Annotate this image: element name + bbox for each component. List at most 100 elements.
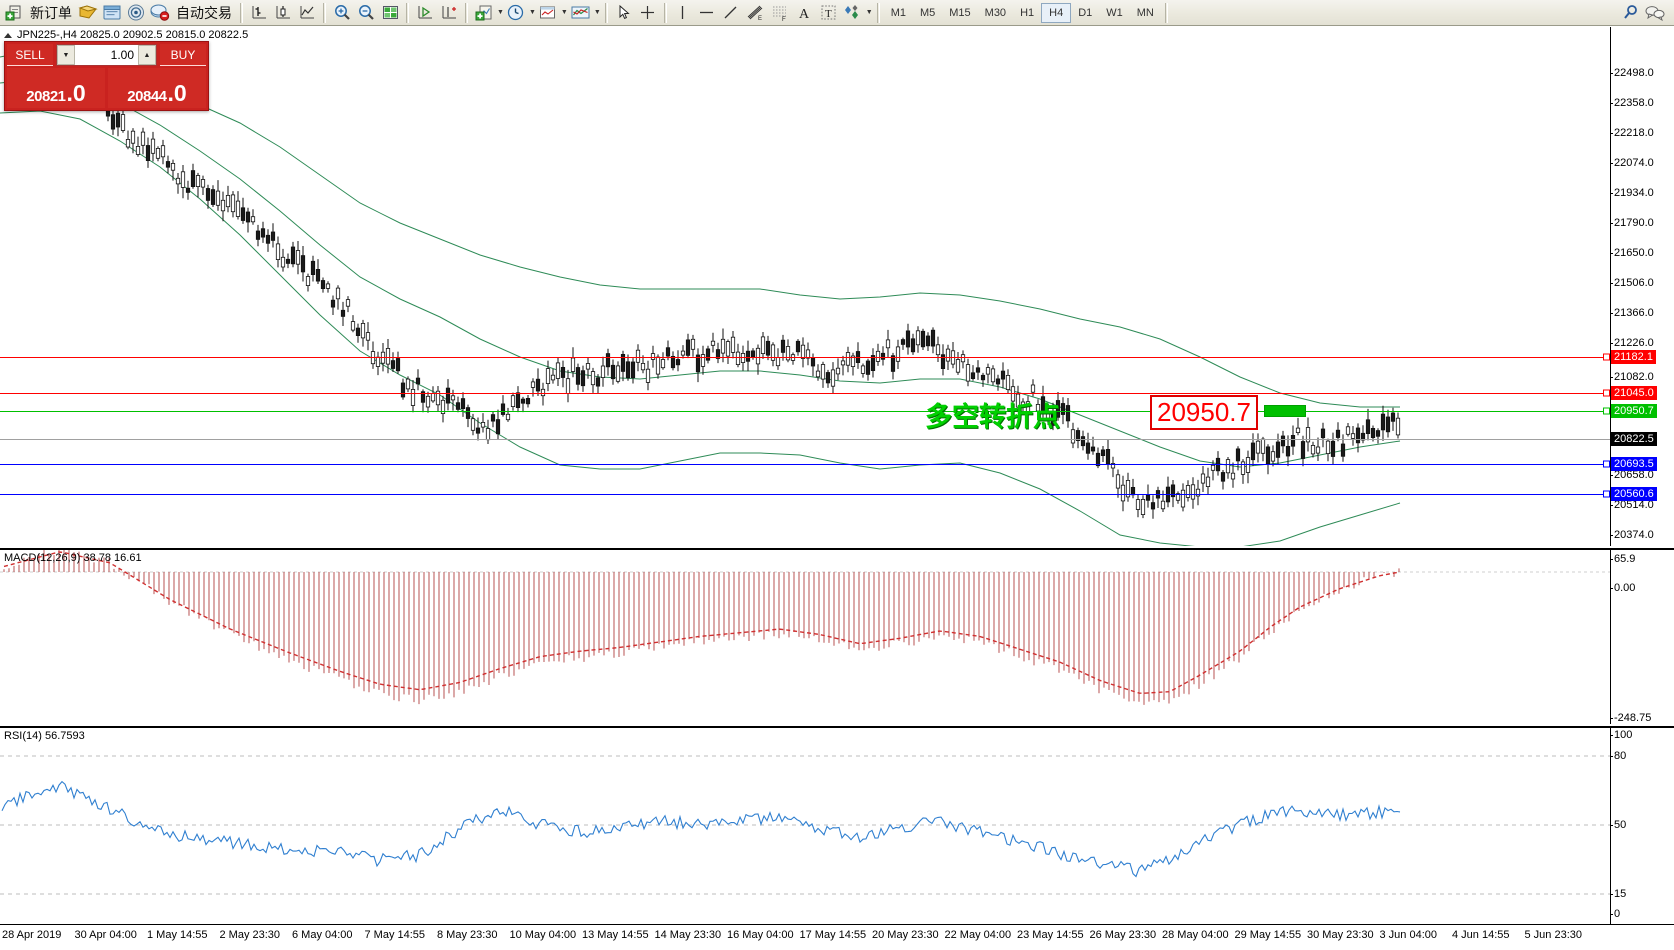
time-axis-label: 4 Jun 14:55	[1452, 929, 1510, 941]
timeframe-m30[interactable]: M30	[984, 6, 1007, 19]
equidistant-channel-button[interactable]: E	[743, 1, 768, 25]
text-label-button[interactable]: T	[817, 1, 841, 25]
market-watch-button[interactable]	[124, 1, 148, 25]
time-axis-label: 30 Apr 04:00	[74, 929, 137, 941]
cursor-tool-button[interactable]	[612, 1, 636, 25]
timeframe-m1[interactable]: M1	[890, 6, 906, 19]
timeframe-w1[interactable]: W1	[1106, 6, 1123, 19]
price-badge-20560: 20560.6	[1611, 487, 1657, 501]
level-handle-20950[interactable]	[1603, 407, 1610, 415]
green-marker-box[interactable]	[1264, 405, 1306, 417]
chart-style-dropdown-arrow[interactable]: ▼	[593, 9, 601, 16]
crosshair-tool-button[interactable]	[636, 1, 660, 25]
vertical-line-button[interactable]	[671, 1, 695, 25]
rsi-pane[interactable]: RSI(14) 56.7593 100 80 50 15 0	[0, 726, 1674, 924]
volume-stepper[interactable]: ▼ 1.00 ▲	[56, 44, 157, 66]
svg-text:E: E	[758, 16, 762, 22]
period-dropdown-arrow[interactable]: ▼	[528, 9, 536, 16]
level-line-21182[interactable]	[0, 357, 1610, 358]
price-chart-svg	[0, 48, 1401, 546]
volume-value[interactable]: 1.00	[75, 45, 138, 65]
volume-down-icon[interactable]: ▼	[57, 45, 75, 65]
timeframe-h4[interactable]: H4	[1041, 2, 1072, 23]
timeframe-h1[interactable]: H1	[1020, 6, 1035, 19]
zoom-in-button[interactable]	[330, 1, 354, 25]
indicator-list-button[interactable]	[472, 1, 496, 25]
main-toolbar: 新订单 自动交易	[0, 0, 1674, 26]
templates-button[interactable]	[100, 1, 124, 25]
buy-button[interactable]: BUY	[160, 44, 206, 66]
text-tool-button[interactable]: A	[793, 1, 817, 25]
chart-style-button[interactable]	[568, 1, 593, 25]
level-line-20693[interactable]	[0, 464, 1610, 465]
autotrading-label[interactable]: 自动交易	[176, 4, 232, 21]
turning-point-annotation[interactable]: 多空转折点	[925, 402, 1060, 433]
fibonacci-button[interactable]: F	[768, 1, 793, 25]
price-tick-15: 20374.0	[1610, 529, 1654, 541]
rsi-plot-area[interactable]	[0, 728, 1610, 924]
chart-container[interactable]: JPN225-,H4 20825.0 20902.5 20815.0 20822…	[0, 26, 1674, 950]
new-order-label[interactable]: 新订单	[30, 4, 72, 21]
indicators-button[interactable]	[76, 1, 100, 25]
zoom-out-icon	[358, 5, 374, 20]
level-handle-21045[interactable]	[1603, 389, 1610, 397]
sell-price[interactable]: 20821 .0	[7, 68, 105, 108]
macd-plot-area[interactable]	[0, 550, 1610, 724]
chart-shift-button[interactable]	[437, 1, 461, 25]
price-plot-area[interactable]: 多空转折点 20950.7	[0, 27, 1610, 546]
turning-point-price-label[interactable]: 20950.7	[1150, 395, 1258, 430]
buy-price[interactable]: 20844 .0	[108, 68, 206, 108]
timeframe-mn[interactable]: MN	[1136, 6, 1154, 19]
templates-list-button[interactable]	[536, 1, 560, 25]
sell-button[interactable]: SELL	[7, 44, 53, 66]
horizontal-line-button[interactable]	[695, 1, 719, 25]
price-tick-7: 21506.0	[1610, 277, 1654, 289]
shapes-dropdown-arrow[interactable]: ▼	[865, 9, 873, 16]
price-pane[interactable]: 多空转折点 20950.7 22498.0 22358.0 22218.0 22…	[0, 27, 1674, 546]
line-chart-button[interactable]	[295, 1, 319, 25]
level-line-20950[interactable]	[0, 411, 1610, 412]
signal-icon	[128, 4, 144, 21]
time-axis-label: 28 May 04:00	[1162, 929, 1229, 941]
search-button[interactable]	[1618, 1, 1642, 25]
candlestick-chart-button[interactable]	[271, 1, 295, 25]
rsi-axis[interactable]: 100 80 50 15 0	[1609, 728, 1674, 924]
shapes-button[interactable]	[841, 1, 865, 25]
macd-axis[interactable]: 65.9 0.00 -248.75	[1609, 550, 1674, 724]
level-line-21045[interactable]	[0, 393, 1610, 394]
indicator-dropdown-arrow[interactable]: ▼	[497, 9, 504, 16]
shift-end-button[interactable]	[413, 1, 437, 25]
tile-windows-button[interactable]	[378, 1, 402, 25]
collapse-triangle-icon[interactable]	[4, 32, 12, 38]
one-click-trading-panel[interactable]: SELL ▼ 1.00 ▲ BUY 20821 .0 20844 .0	[4, 41, 209, 111]
level-handle-20560[interactable]	[1603, 490, 1610, 498]
new-order-button[interactable]	[2, 1, 26, 25]
time-axis-label: 7 May 14:55	[364, 929, 426, 941]
rsi-svg	[0, 755, 1610, 895]
timeframe-m15[interactable]: M15	[949, 6, 971, 19]
price-tick-5: 21790.0	[1610, 217, 1654, 229]
macd-svg	[0, 550, 1610, 705]
timeframe-m5[interactable]: M5	[919, 6, 936, 19]
macd-tick-1: 0.00	[1609, 582, 1636, 594]
level-line-20560[interactable]	[0, 494, 1610, 495]
zoom-out-button[interactable]	[354, 1, 378, 25]
price-badge-20950: 20950.7	[1611, 404, 1657, 418]
macd-pane[interactable]: MACD(12,26,9) 38.78 16.61 65.9 0.00 -248…	[0, 548, 1674, 724]
chat-button[interactable]	[1642, 1, 1668, 25]
level-handle-21182[interactable]	[1603, 353, 1610, 361]
line-chart-icon	[300, 6, 314, 19]
period-button[interactable]	[504, 1, 528, 25]
volume-up-icon[interactable]: ▲	[138, 45, 156, 65]
level-handle-20693[interactable]	[1603, 460, 1610, 468]
bar-chart-button[interactable]	[247, 1, 271, 25]
price-axis[interactable]: 22498.0 22358.0 22218.0 22074.0 21934.0 …	[1610, 27, 1674, 546]
autotrading-button[interactable]	[148, 1, 172, 25]
timeframe-d1[interactable]: D1	[1078, 6, 1093, 19]
add-indicator-icon	[475, 5, 491, 21]
time-axis[interactable]: 28 Apr 2019 30 Apr 04:00 1 May 14:55 2 May …	[0, 924, 1674, 950]
trendline-button[interactable]	[719, 1, 743, 25]
chart-symbol-header: JPN225-,H4 20825.0 20902.5 20815.0 20822…	[4, 29, 248, 41]
templates-dropdown-arrow[interactable]: ▼	[560, 9, 568, 16]
toolbar-separator-3	[406, 2, 409, 23]
